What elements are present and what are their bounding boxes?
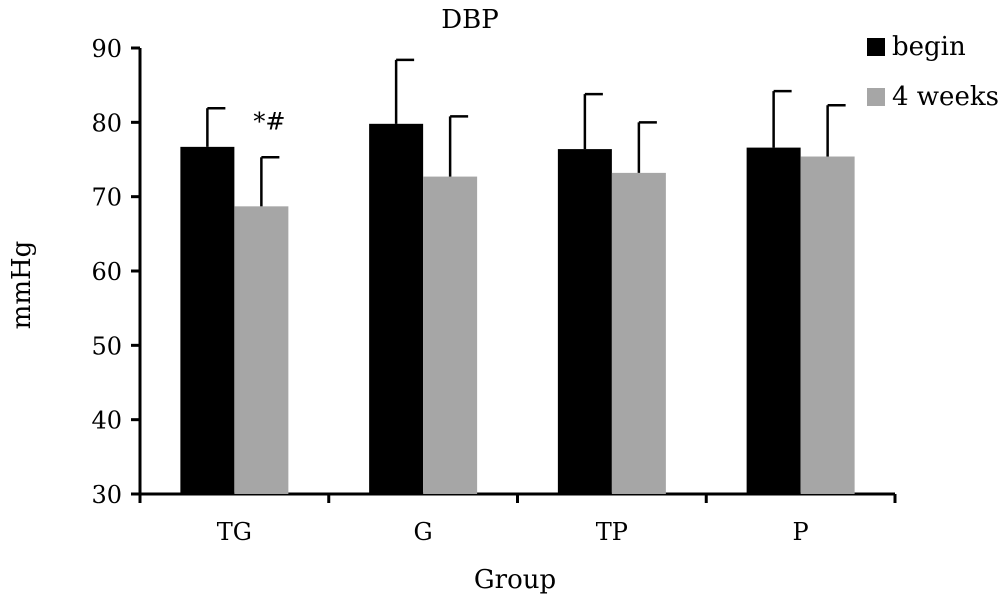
plot-area: 30 40 50 60 70 80 90 TG G TP P *# xyxy=(91,35,897,546)
x-tick-label: TP xyxy=(596,518,628,546)
chart-title: DBP xyxy=(441,5,498,35)
y-tick-label: 50 xyxy=(91,332,122,360)
x-axis-title: Group xyxy=(474,565,556,595)
bar-4-weeks-TP xyxy=(611,172,666,494)
y-tick-label: 60 xyxy=(91,258,122,286)
x-tick-label: P xyxy=(793,518,809,546)
bar-4-weeks-TG xyxy=(234,206,289,494)
bar-begin-G xyxy=(369,123,424,494)
y-tick-label: 80 xyxy=(91,109,122,137)
legend-swatch-begin xyxy=(867,38,885,56)
legend-label-begin: begin xyxy=(892,32,966,62)
y-tick-label: 30 xyxy=(91,481,122,509)
bar-begin-TG xyxy=(180,146,235,494)
bar-4-weeks-G xyxy=(423,176,478,494)
significance-annotation: *# xyxy=(253,107,285,135)
legend: begin 4 weeks xyxy=(867,32,999,112)
bar-begin-TP xyxy=(557,149,612,495)
y-axis-title: mmHg xyxy=(7,241,37,330)
bar-4-weeks-P xyxy=(800,156,855,494)
x-tick-label: TG xyxy=(217,518,252,546)
y-tick-label: 70 xyxy=(91,184,122,212)
legend-label-4-weeks: 4 weeks xyxy=(892,82,999,112)
bar-begin-P xyxy=(746,147,801,494)
y-tick-label: 90 xyxy=(91,35,122,63)
legend-swatch-4-weeks xyxy=(867,88,885,106)
y-tick-label: 40 xyxy=(91,407,122,435)
x-tick-label: G xyxy=(414,518,433,546)
